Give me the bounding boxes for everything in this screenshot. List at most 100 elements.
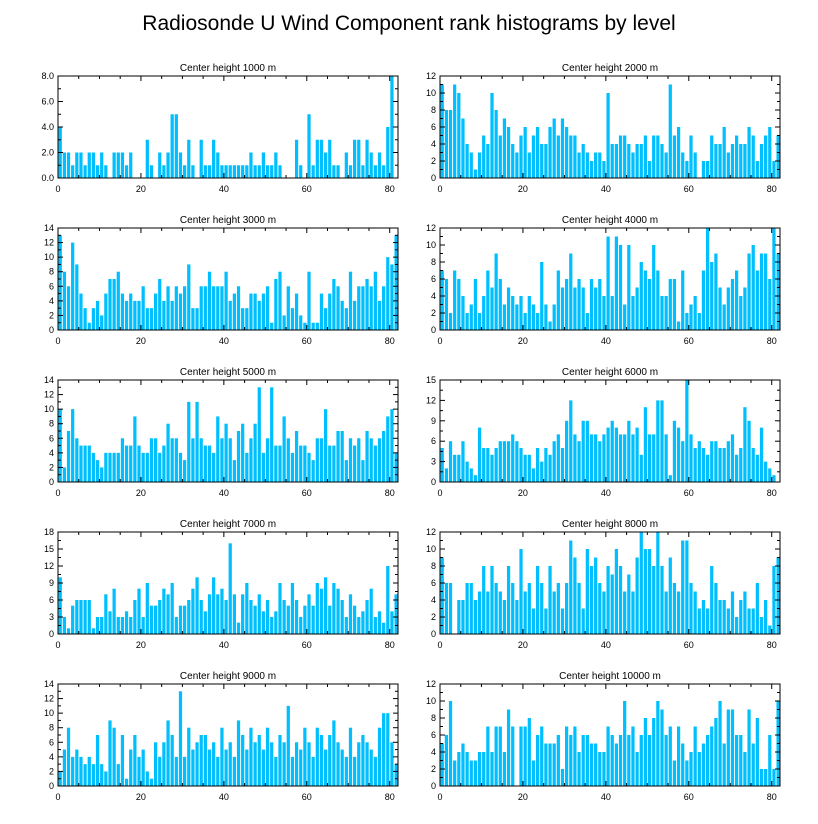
bar: [540, 726, 544, 786]
bars: [58, 76, 394, 178]
bar: [594, 152, 598, 178]
bar: [560, 769, 565, 786]
bar: [461, 441, 465, 482]
bar: [307, 452, 311, 482]
panel-title: Center height 3000 m: [180, 215, 276, 226]
bar: [548, 743, 552, 786]
bar: [701, 600, 706, 634]
bar: [187, 727, 191, 786]
bar: [83, 764, 87, 786]
bar: [660, 709, 664, 786]
bar: [693, 726, 697, 786]
bar: [203, 611, 207, 634]
panel-title: Center height 4000 m: [562, 215, 658, 226]
bar: [290, 583, 295, 634]
bar: [565, 583, 569, 634]
panel-title: Center height 2000 m: [562, 63, 658, 74]
bar: [498, 591, 502, 634]
bar: [207, 271, 212, 330]
bar: [129, 749, 133, 786]
y-tick-label: 12: [44, 238, 54, 248]
bar: [79, 293, 83, 330]
bar: [602, 591, 606, 634]
bar: [249, 438, 253, 482]
bar: [635, 427, 639, 482]
y-tick-label: 6: [49, 595, 54, 605]
y-tick-label: 6: [49, 433, 54, 443]
x-tick-label: 0: [437, 184, 442, 194]
bar: [660, 566, 664, 634]
bar: [614, 144, 618, 178]
bar: [166, 594, 170, 634]
bar: [174, 114, 178, 178]
bar: [394, 594, 398, 634]
bar: [548, 321, 552, 330]
bar: [701, 743, 706, 786]
bar: [265, 727, 270, 786]
bar: [730, 709, 735, 786]
bar: [672, 135, 677, 178]
bar: [477, 152, 482, 178]
bar: [344, 152, 348, 178]
bar: [91, 628, 96, 634]
bar: [187, 401, 191, 482]
bar: [390, 409, 394, 482]
bar: [137, 588, 141, 634]
bar: [323, 308, 328, 330]
x-tick-label: 0: [55, 488, 60, 498]
bar: [739, 448, 743, 482]
bar: [83, 165, 87, 178]
bar: [535, 566, 540, 634]
y-tick-label: 2: [49, 462, 54, 472]
y-tick-label: 2: [49, 766, 54, 776]
bar: [523, 313, 527, 330]
bar: [668, 475, 672, 482]
bar: [714, 253, 718, 330]
bar: [527, 718, 531, 786]
bar: [535, 127, 540, 178]
bar: [373, 271, 377, 330]
x-tick-label: 80: [385, 336, 395, 346]
bar: [278, 583, 282, 634]
bar: [319, 139, 324, 178]
bar: [162, 165, 166, 178]
bar: [486, 726, 490, 786]
y-tick-label: 6: [49, 281, 54, 291]
y-tick-label: 0: [49, 629, 54, 639]
bar: [270, 322, 274, 330]
bar: [112, 727, 116, 786]
bar: [751, 135, 755, 178]
y-tick-label: 8.0: [41, 71, 54, 81]
bar: [722, 743, 726, 786]
bar: [270, 387, 274, 482]
bar: [394, 764, 398, 786]
bar: [149, 308, 154, 330]
bar: [365, 139, 369, 178]
bar: [191, 588, 195, 634]
bar: [87, 152, 91, 178]
bar: [726, 152, 730, 178]
bar: [668, 557, 672, 634]
bar: [274, 152, 278, 178]
bar: [120, 152, 125, 178]
bar: [390, 264, 394, 330]
x-tick-label: 60: [302, 792, 312, 802]
bar: [519, 726, 523, 786]
y-tick-label: 12: [426, 71, 436, 81]
bar: [141, 452, 145, 482]
bar: [552, 591, 556, 634]
y-tick-label: 6: [431, 730, 436, 740]
bar: [261, 152, 266, 178]
bar: [58, 577, 62, 634]
bar: [195, 401, 199, 482]
panel-5: Center height 5000 m 0 20 40 60 80 0 2 4 6 8 10 12 14: [44, 367, 399, 498]
bar: [191, 749, 195, 786]
bar: [448, 701, 453, 786]
bar: [465, 313, 469, 330]
bar: [701, 270, 706, 330]
y-tick-label: 8: [431, 105, 436, 115]
bar: [95, 735, 100, 786]
bar: [286, 286, 290, 330]
y-tick-label: 2: [431, 612, 436, 622]
bar: [294, 293, 299, 330]
